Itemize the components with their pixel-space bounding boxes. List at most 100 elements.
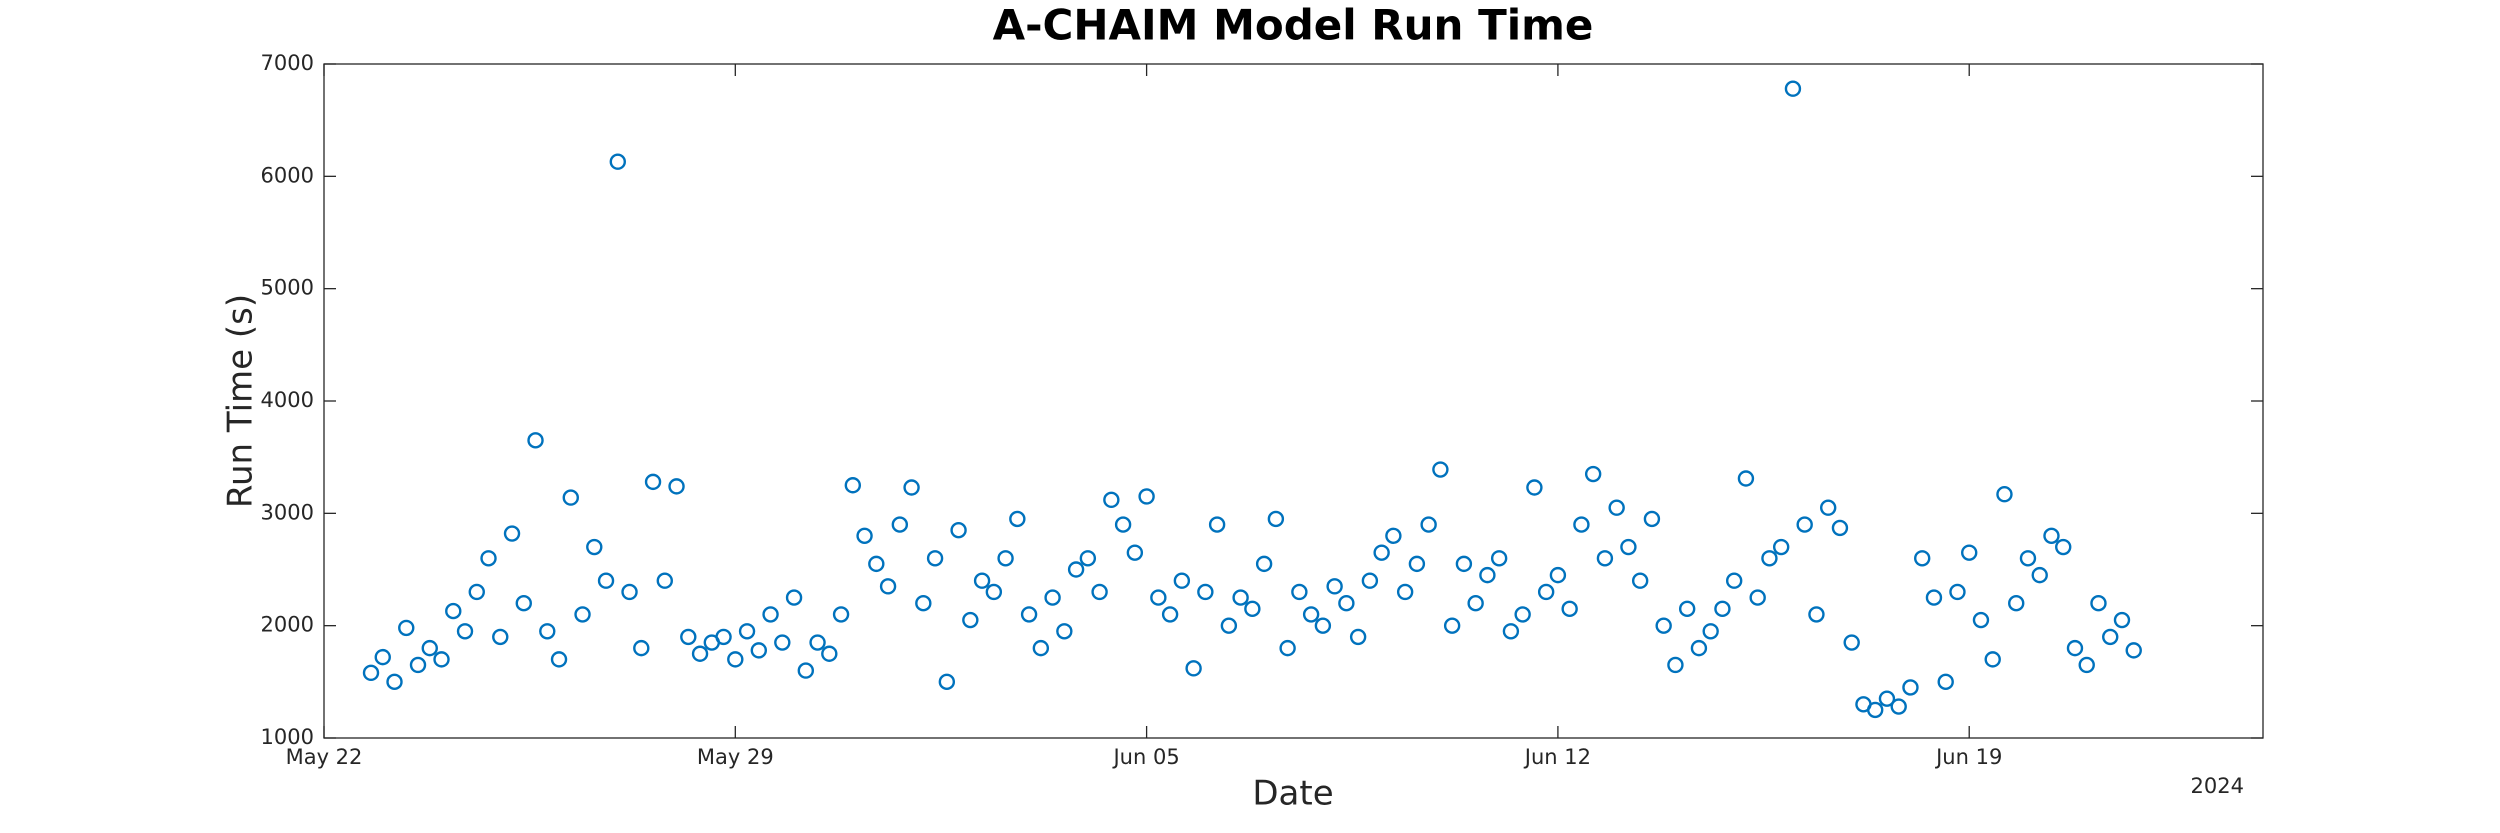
point xyxy=(1655,617,1672,634)
point xyxy=(1455,555,1473,573)
point xyxy=(1373,544,1390,561)
point xyxy=(2019,550,2037,567)
point xyxy=(962,611,979,629)
point xyxy=(2066,639,2084,657)
point xyxy=(1561,600,1578,618)
point xyxy=(1150,589,1167,606)
point xyxy=(785,589,803,606)
point xyxy=(503,525,521,542)
point xyxy=(1772,538,1790,556)
point xyxy=(1197,583,1214,601)
point xyxy=(1067,561,1085,578)
point xyxy=(1819,499,1837,516)
point xyxy=(1467,595,1484,612)
chart-title: A-CHAIM Model Run Time xyxy=(993,1,1594,50)
point xyxy=(1432,461,1449,478)
point xyxy=(691,645,709,662)
point xyxy=(1185,660,1202,677)
x-axis-label: Date xyxy=(1252,774,1333,814)
point xyxy=(868,555,885,573)
y-tick-label: 5000 xyxy=(261,276,314,300)
point xyxy=(1220,617,1238,634)
point xyxy=(597,572,615,589)
x-tick-label: Jun 12 xyxy=(1523,745,1591,769)
point xyxy=(1338,595,1355,612)
x-tick-label: May 29 xyxy=(697,745,774,769)
point xyxy=(2113,611,2131,629)
point xyxy=(1866,701,1884,719)
point xyxy=(2125,642,2142,659)
point xyxy=(386,673,403,691)
point xyxy=(1502,623,1520,640)
point xyxy=(1244,600,1261,618)
y-tick-label: 7000 xyxy=(261,51,314,75)
point xyxy=(1255,555,1273,573)
point xyxy=(1714,600,1731,618)
point xyxy=(1232,589,1249,606)
point xyxy=(1796,516,1813,533)
point xyxy=(456,623,474,640)
y-tick-label: 6000 xyxy=(261,163,314,187)
point xyxy=(550,651,568,668)
point xyxy=(480,550,497,567)
point xyxy=(1749,589,1766,606)
point xyxy=(1103,491,1120,509)
point xyxy=(950,521,967,539)
point xyxy=(1643,510,1661,528)
point xyxy=(445,602,462,620)
point xyxy=(1138,488,1155,505)
point xyxy=(2055,538,2072,556)
point xyxy=(1690,639,1708,657)
y-axis-label: Run Time (s) xyxy=(221,294,261,508)
point xyxy=(1420,516,1437,533)
point xyxy=(1961,544,1978,561)
point xyxy=(1725,572,1743,589)
point xyxy=(1526,479,1543,496)
point xyxy=(856,527,873,544)
point xyxy=(1925,589,1943,606)
point xyxy=(797,662,815,679)
x-year-label: 2024 xyxy=(2191,774,2244,798)
point xyxy=(362,664,380,682)
point xyxy=(1549,566,1567,584)
point xyxy=(1009,510,1026,528)
point xyxy=(997,550,1014,567)
point xyxy=(1267,510,1285,528)
point xyxy=(562,489,579,506)
point xyxy=(1702,623,1719,640)
point xyxy=(1385,527,1402,544)
point xyxy=(1408,555,1426,573)
point xyxy=(1443,617,1461,634)
point xyxy=(398,619,415,637)
point xyxy=(762,606,779,623)
point xyxy=(1878,690,1896,707)
point xyxy=(1208,516,1226,533)
point xyxy=(1949,583,1966,601)
point xyxy=(644,473,662,491)
point xyxy=(1937,673,1954,691)
point xyxy=(1161,606,1179,623)
point xyxy=(1631,572,1649,589)
point xyxy=(574,606,591,623)
point xyxy=(1056,623,1073,640)
point xyxy=(727,651,744,668)
point xyxy=(891,516,909,533)
point xyxy=(1984,651,2001,668)
point xyxy=(832,606,850,623)
point xyxy=(915,595,932,612)
point xyxy=(1173,572,1191,589)
point xyxy=(774,634,791,651)
point xyxy=(1396,583,1414,601)
point xyxy=(1479,566,1496,584)
point xyxy=(1737,470,1755,487)
point xyxy=(809,634,826,651)
point xyxy=(1020,606,1038,623)
point xyxy=(656,572,673,589)
point xyxy=(1667,656,1684,674)
point xyxy=(1079,550,1097,567)
point xyxy=(1761,550,1778,567)
point xyxy=(1114,516,1132,533)
point xyxy=(1914,550,1931,567)
point xyxy=(1902,679,1919,696)
